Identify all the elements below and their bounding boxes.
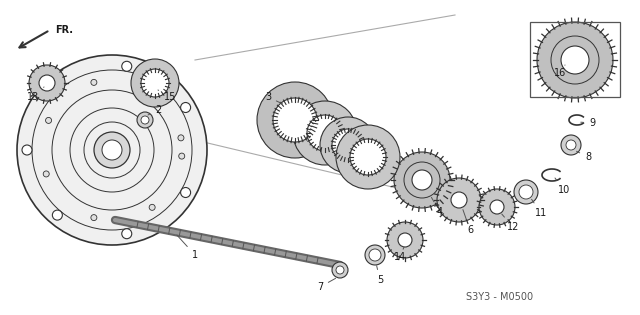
Text: 14: 14	[394, 247, 406, 262]
Text: 12: 12	[502, 214, 519, 232]
Text: FR.: FR.	[55, 25, 73, 35]
Circle shape	[39, 75, 55, 91]
Circle shape	[180, 187, 191, 198]
Circle shape	[52, 210, 62, 220]
Text: 8: 8	[577, 151, 591, 162]
Circle shape	[52, 80, 62, 90]
Circle shape	[394, 152, 450, 208]
Circle shape	[561, 46, 589, 74]
Circle shape	[45, 117, 52, 123]
Circle shape	[91, 215, 97, 220]
Circle shape	[336, 125, 400, 189]
Circle shape	[273, 98, 317, 142]
Circle shape	[29, 65, 65, 101]
Text: 7: 7	[317, 278, 335, 292]
Circle shape	[307, 115, 343, 151]
Circle shape	[320, 117, 376, 173]
Text: 3: 3	[265, 92, 282, 104]
Circle shape	[479, 189, 515, 225]
Circle shape	[514, 180, 538, 204]
Circle shape	[332, 129, 364, 161]
Circle shape	[490, 200, 504, 214]
Circle shape	[178, 135, 184, 141]
Circle shape	[293, 101, 357, 165]
Circle shape	[180, 102, 191, 112]
Text: 9: 9	[580, 118, 595, 128]
Circle shape	[149, 204, 155, 210]
Circle shape	[91, 79, 97, 85]
Text: 6: 6	[463, 209, 473, 235]
Circle shape	[561, 135, 581, 155]
Circle shape	[141, 116, 149, 124]
Circle shape	[369, 249, 381, 261]
Bar	[530, 22, 620, 97]
Circle shape	[350, 139, 386, 175]
Circle shape	[332, 262, 348, 278]
Text: 16: 16	[554, 65, 566, 78]
Text: 5: 5	[376, 266, 383, 285]
Circle shape	[94, 132, 130, 168]
Circle shape	[22, 145, 32, 155]
Text: 13: 13	[27, 87, 44, 102]
Text: 4: 4	[431, 198, 443, 217]
Circle shape	[149, 90, 155, 96]
Circle shape	[131, 59, 179, 107]
Text: 2: 2	[148, 105, 161, 115]
Text: 15: 15	[158, 90, 176, 102]
Circle shape	[451, 192, 467, 208]
Circle shape	[141, 69, 169, 97]
Text: 10: 10	[555, 178, 570, 195]
Circle shape	[537, 22, 613, 98]
Circle shape	[102, 140, 122, 160]
Circle shape	[137, 112, 153, 128]
Circle shape	[365, 245, 385, 265]
Circle shape	[179, 153, 185, 159]
Circle shape	[398, 233, 412, 247]
Circle shape	[122, 61, 132, 71]
Text: 11: 11	[532, 199, 547, 218]
Circle shape	[519, 185, 533, 199]
Circle shape	[122, 229, 132, 239]
Circle shape	[437, 178, 481, 222]
Circle shape	[412, 170, 432, 190]
Circle shape	[44, 171, 49, 177]
Circle shape	[17, 55, 207, 245]
Circle shape	[387, 222, 423, 258]
Circle shape	[566, 140, 576, 150]
Circle shape	[257, 82, 333, 158]
Text: 1: 1	[177, 235, 198, 260]
Circle shape	[336, 266, 344, 274]
Text: S3Y3 - M0500: S3Y3 - M0500	[467, 292, 534, 302]
